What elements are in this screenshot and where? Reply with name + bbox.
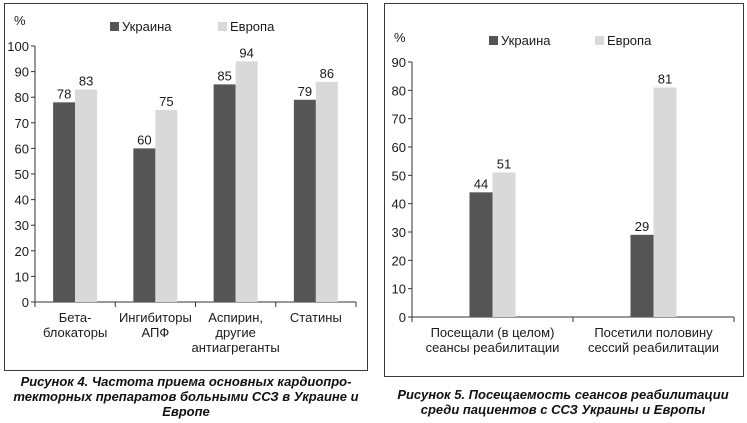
legend-swatch-2 (218, 22, 227, 31)
y-unit-label: % (14, 13, 26, 28)
data-label-2-2: 75 (159, 94, 173, 109)
data-label-1-3: 85 (217, 68, 231, 83)
y-tick-label-5: 50 (392, 168, 406, 183)
caption-2-line-2: среди пациентов с ССЗ Украины и Европы (420, 402, 706, 417)
category-label-1-line-2: сеансы реабилитации (426, 340, 560, 355)
y-tick-label-5: 50 (15, 167, 29, 182)
y-tick-label-7: 70 (15, 116, 29, 131)
legend-swatch-1 (110, 22, 119, 31)
bar-2-2 (653, 87, 677, 317)
y-tick-label-3: 30 (392, 225, 406, 240)
data-label-1-1: 78 (57, 86, 71, 101)
category-label-1-line-1: Бета- (59, 310, 92, 325)
bar-1-1 (469, 192, 493, 317)
bar-1-1 (53, 102, 76, 302)
data-label-2-4: 86 (320, 66, 334, 81)
y-tick-label-4: 40 (15, 193, 29, 208)
data-label-1-2: 29 (635, 219, 649, 234)
category-label-2-line-2: сессий реабилитации (588, 340, 719, 355)
chart-panel-2: % Украина Европа 0 10 20 30 40 50 60 70 80 90 44 51 Пос… (372, 0, 747, 423)
bar-1-4 (293, 99, 316, 302)
y-tick-label-2: 20 (15, 244, 29, 259)
y-tick-label-0: 0 (22, 295, 29, 310)
data-label-2-1: 51 (497, 157, 511, 172)
bar-1-2 (630, 234, 654, 317)
y-tick-label-6: 60 (392, 140, 406, 155)
category-label-2-line-1: Ингибиторы (119, 310, 192, 325)
y-tick-label-8: 80 (15, 90, 29, 105)
category-label-3-line-3: антиагреганты (192, 340, 280, 355)
legend-swatch-2 (595, 36, 604, 45)
data-label-1-1: 44 (474, 176, 488, 191)
y-tick-label-1: 10 (392, 282, 406, 297)
caption-1-line-1: Рисунок 4. Частота приема основных карди… (20, 374, 352, 389)
caption-1-line-3: Европе (162, 404, 210, 419)
bar-2-1 (75, 89, 98, 303)
chart-frame-2 (384, 3, 744, 377)
data-label-2-3: 94 (239, 45, 253, 60)
data-label-1-4: 79 (298, 84, 312, 99)
chart-1-caption: Рисунок 4. Частота приема основных карди… (4, 374, 368, 419)
legend-label-2: Европа (607, 33, 652, 48)
category-label-3-line-1: Аспирин, (208, 310, 263, 325)
chart-1: % Украина Европа 0 10 20 30 40 50 60 70 80 90 100 78 83… (7, 13, 357, 355)
legend-label-1: Украина (501, 33, 551, 48)
bar-2-1 (492, 172, 516, 317)
y-tick-label-7: 70 (392, 112, 406, 127)
y-tick-label-9: 90 (15, 65, 29, 80)
legend-label-1: Украина (122, 19, 172, 34)
data-label-2-1: 83 (79, 74, 93, 89)
caption-1-line-2: текторных препаратов больными ССЗ в Укра… (13, 389, 359, 404)
y-unit-label: % (394, 30, 406, 45)
category-label-2-line-1: Посетили половину (594, 325, 713, 340)
y-tick-label-6: 60 (15, 141, 29, 156)
chart-2: % Украина Европа 0 10 20 30 40 50 60 70 80 90 44 51 Пос… (392, 30, 735, 355)
category-label-3-line-2: другие (215, 325, 255, 340)
bar-2-3 (235, 61, 258, 302)
legend-swatch-1 (489, 36, 498, 45)
y-tick-label-2: 20 (392, 253, 406, 268)
bar-1-2 (133, 148, 156, 302)
y-tick-label-1: 10 (15, 269, 29, 284)
data-label-1-2: 60 (137, 132, 151, 147)
y-tick-label-10: 100 (7, 39, 29, 54)
y-tick-label-8: 80 (392, 83, 406, 98)
chart-panel-1: % Украина Европа 0 10 20 30 40 50 60 70 80 90 100 78 83… (0, 0, 372, 423)
bar-2-2 (155, 110, 178, 302)
category-label-1-line-2: блокаторы (43, 325, 107, 340)
y-tick-label-0: 0 (399, 310, 406, 325)
category-label-1-line-1: Посещали (в целом) (431, 325, 555, 340)
chart-2-caption: Рисунок 5. Посещаемость сеансов реабилит… (380, 387, 746, 417)
category-label-2-line-2: АПФ (141, 325, 169, 340)
y-tick-label-3: 30 (15, 218, 29, 233)
bar-2-4 (315, 81, 338, 302)
category-label-4-line-1: Статины (290, 310, 342, 325)
bar-1-3 (213, 84, 236, 303)
y-tick-label-4: 40 (392, 197, 406, 212)
data-label-2-2: 81 (658, 72, 672, 87)
caption-2-line-1: Рисунок 5. Посещаемость сеансов реабилит… (397, 387, 729, 402)
legend-label-2: Европа (230, 19, 275, 34)
y-tick-label-9: 90 (392, 55, 406, 70)
